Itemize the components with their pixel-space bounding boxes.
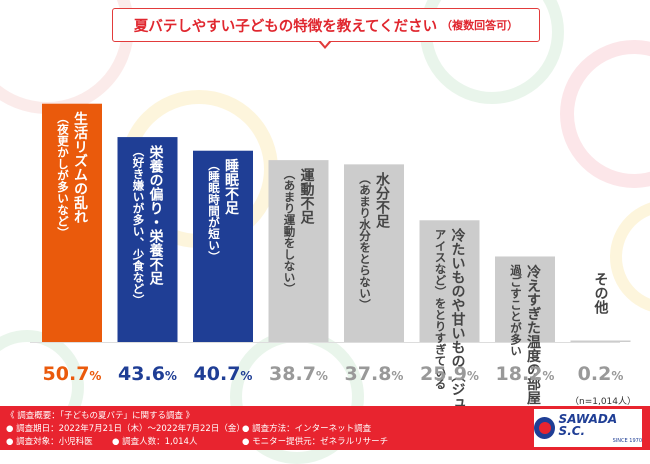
chart-title-note: （複数回答可）	[441, 19, 519, 32]
category-sublabel: （あまり水分をとらない）	[358, 172, 372, 310]
bar	[570, 340, 631, 342]
category-label: 生活リズムの乱れ	[72, 111, 88, 224]
value-label: 38.7%	[269, 363, 328, 385]
footer-count: ● 調査人数：1,014人	[112, 437, 198, 447]
category-label: 水分不足	[374, 172, 390, 230]
bar	[419, 220, 480, 342]
value-label: 50.7%	[43, 363, 102, 385]
category-sublabel: （あまり運動をしない）	[283, 168, 297, 294]
value-label: 37.8%	[345, 363, 404, 385]
logo-text: SAWADA S.C.	[558, 411, 618, 438]
value-label: 40.7%	[194, 363, 253, 385]
value-label: 18.2%	[496, 363, 555, 385]
category-sublabel: アイスなど）をとりすぎている	[434, 228, 448, 390]
company-logo: SAWADA S.C. SINCE 1970	[534, 409, 642, 447]
value-label: 0.2%	[578, 363, 624, 385]
category-label: 睡眠不足	[223, 159, 239, 216]
category-label: 冷たいものや甘いもの（ジュースや	[450, 228, 467, 406]
sample-size: （n=1,014人）	[569, 397, 636, 407]
footer-period: ● 調査期日：2022年7月21日（木）〜2022年7月22日（金）	[6, 424, 245, 434]
category-sublabel: （睡眠時間が短い）	[207, 159, 221, 263]
logo-since: SINCE 1970	[612, 437, 642, 444]
category-sublabel: 過ごすことが多い	[509, 264, 523, 357]
bar	[344, 164, 404, 342]
footer-method: ● 調査方法：インターネット調査	[242, 424, 372, 434]
title-pointer	[318, 39, 332, 49]
survey-footer: 《 調査概要：「子どもの夏バテ」に関する調査 》 ● 調査期日：2022年7月2…	[0, 406, 650, 450]
category-label: 運動不足	[299, 168, 315, 225]
bar-chart: 生活リズムの乱れ（夜更かしが多いなど） 50.7% 栄養の偏り・栄養不足（好き嫌いが…	[30, 103, 631, 406]
bar	[495, 256, 555, 342]
logo-mark-icon	[534, 417, 555, 439]
category-sublabel: （夜更かしが多いなど）	[56, 112, 70, 238]
value-label: 25.9%	[420, 363, 479, 385]
chart-title: 夏バテしやすい子どもの特徴を教えてください （複数回答可）	[112, 8, 540, 42]
bar	[268, 160, 329, 342]
category-label: 栄養の偏り・栄養不足	[148, 144, 165, 286]
chart-title-main: 夏バテしやすい子どもの特徴を教えてください	[133, 18, 438, 35]
bar	[117, 137, 178, 342]
bar	[42, 103, 102, 343]
bar	[193, 150, 253, 342]
footer-provider: ● モニター提供元：ゼネラルリサーチ	[242, 437, 389, 447]
category-sublabel: （好き嫌いが多い、少食など）	[132, 145, 146, 306]
footer-target: ● 調査対象：小児科医	[6, 437, 93, 447]
footer-heading: 《 調査概要：「子どもの夏バテ」に関する調査 》	[6, 411, 195, 421]
category-label: その他	[593, 272, 610, 315]
value-label: 43.6%	[118, 363, 177, 385]
category-label: 冷えすぎた温度の部屋で	[525, 264, 541, 406]
